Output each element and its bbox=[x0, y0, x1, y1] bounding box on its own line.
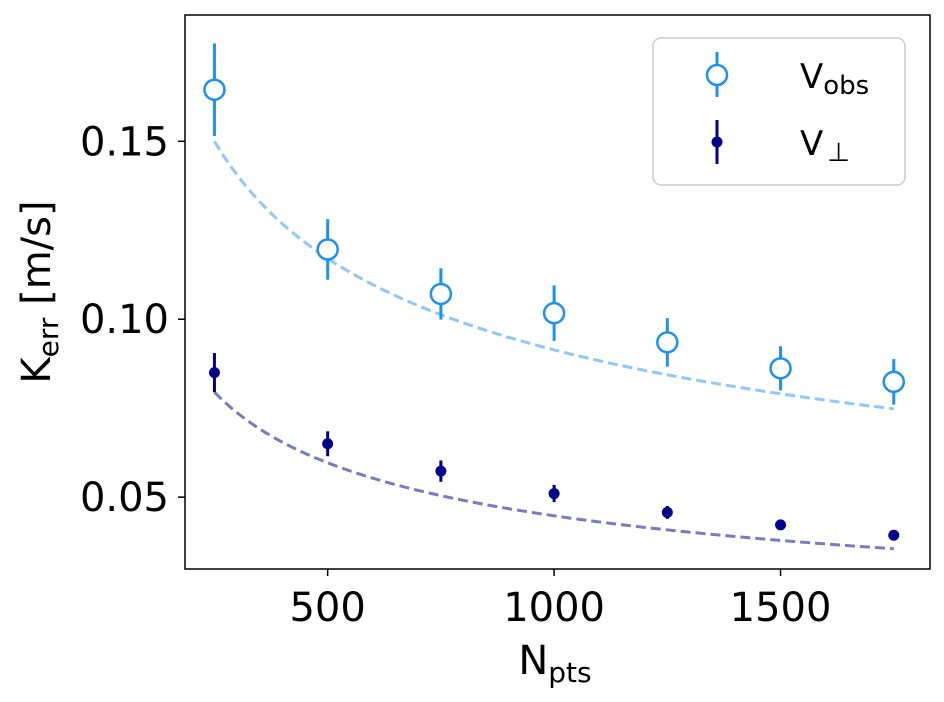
y-tick-label: 0.10 bbox=[80, 297, 169, 343]
y-axis-label: Kerr [m/s] bbox=[14, 200, 65, 383]
data-point bbox=[769, 357, 792, 380]
fit-curve-v-perp bbox=[213, 391, 894, 551]
x-axis: 500 1000 1500 bbox=[289, 569, 831, 631]
x-tick-label: 500 bbox=[289, 585, 365, 631]
x-tick-label: 1500 bbox=[730, 585, 832, 631]
legend-perp-label-sub: ⊥ bbox=[827, 138, 850, 168]
y-tick-label: 0.15 bbox=[80, 119, 169, 165]
data-point bbox=[661, 506, 673, 518]
data-point bbox=[316, 238, 339, 261]
legend-perp-marker bbox=[711, 136, 723, 148]
data-point bbox=[548, 488, 560, 500]
data-point bbox=[542, 301, 566, 325]
data-point bbox=[888, 529, 900, 541]
data-point bbox=[203, 78, 226, 101]
legend-perp-label: V ⊥ bbox=[800, 124, 850, 168]
data-point bbox=[322, 438, 334, 450]
legend-obs-marker bbox=[705, 63, 729, 87]
data-point bbox=[775, 519, 787, 531]
x-tick-label: 1000 bbox=[503, 585, 605, 631]
y-tick-label: 0.05 bbox=[80, 475, 169, 521]
data-point bbox=[429, 282, 453, 306]
legend-box bbox=[652, 37, 906, 186]
legend: Vobs V ⊥ bbox=[652, 37, 906, 186]
data-points bbox=[203, 78, 906, 541]
data-point bbox=[656, 331, 679, 354]
fit-curve-v-obs bbox=[213, 140, 894, 411]
legend-obs-label-main: V bbox=[800, 57, 823, 97]
x-axis-label: Npts bbox=[518, 638, 591, 689]
fit-curves bbox=[213, 140, 894, 551]
x-axis-label-sub: pts bbox=[548, 656, 591, 689]
y-axis-label-main: K bbox=[14, 356, 60, 384]
data-point bbox=[435, 465, 447, 477]
y-axis-label-sub: err bbox=[32, 317, 65, 357]
y-axis-label-suffix: [m/s] bbox=[14, 200, 60, 317]
legend-obs-label-sub: obs bbox=[823, 71, 869, 101]
legend-obs-label: Vobs bbox=[800, 57, 869, 101]
data-point bbox=[882, 370, 906, 394]
plot-frame bbox=[184, 14, 931, 570]
x-axis-label-main: N bbox=[518, 638, 548, 684]
legend-perp-label-main: V bbox=[800, 124, 823, 164]
y-axis: 0.05 0.10 0.15 bbox=[80, 119, 185, 521]
data-point bbox=[208, 367, 220, 379]
